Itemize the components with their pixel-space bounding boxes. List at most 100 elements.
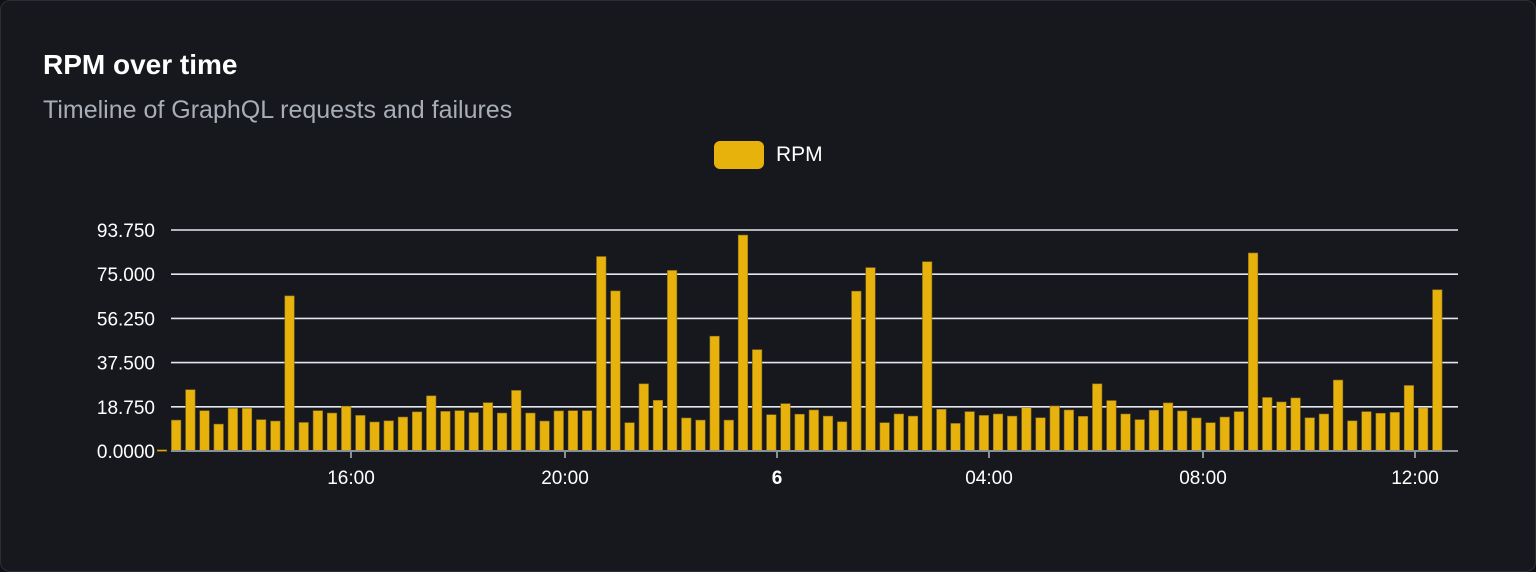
chart-subtitle: Timeline of GraphQL requests and failure… [43, 96, 513, 124]
bar [383, 420, 394, 452]
bar [270, 420, 281, 452]
bar [695, 419, 706, 452]
bar [1219, 416, 1230, 452]
bar [992, 413, 1004, 452]
x-tick-label: 12:00 [1391, 468, 1439, 489]
bar [1361, 411, 1372, 452]
bar [1021, 407, 1032, 452]
bar [1347, 420, 1358, 452]
bar [1049, 405, 1060, 452]
bar [1333, 379, 1344, 452]
bar [1078, 416, 1089, 452]
bar [1304, 417, 1315, 452]
bar [1035, 417, 1046, 452]
bar [241, 408, 253, 452]
bar [681, 417, 692, 452]
bar [723, 419, 734, 452]
bar [596, 256, 607, 452]
bar [482, 402, 493, 452]
bar [1134, 419, 1145, 452]
x-tick-label: 08:00 [1179, 468, 1227, 489]
bar [341, 405, 352, 452]
bar [171, 419, 182, 452]
bar [553, 410, 564, 452]
bar [638, 383, 649, 452]
bar [1063, 409, 1074, 452]
bar [922, 261, 933, 452]
bar [822, 415, 834, 452]
bar [440, 411, 451, 452]
bar [1092, 383, 1103, 452]
bar [397, 416, 408, 452]
bar [185, 389, 196, 452]
bar [1106, 400, 1117, 452]
bar [1403, 385, 1415, 452]
x-tick-label: 16:00 [327, 468, 375, 489]
bar [837, 421, 848, 452]
legend-item-rpm[interactable]: RPM [714, 141, 823, 169]
bar [355, 415, 366, 452]
bar [582, 410, 593, 452]
bar [1418, 407, 1429, 452]
y-tick-label: 56.250 [97, 309, 155, 330]
bar [1191, 417, 1202, 452]
bar [652, 400, 664, 452]
bar [1290, 397, 1301, 452]
bar [298, 422, 309, 452]
y-tick-label: 0.0000 [97, 442, 155, 463]
bar [454, 410, 465, 452]
bar [1205, 422, 1216, 452]
bar [284, 295, 295, 452]
bar [1177, 410, 1188, 452]
bar [752, 349, 763, 452]
bar [412, 411, 423, 452]
bar [766, 414, 777, 452]
bar [780, 403, 791, 452]
bar [1248, 252, 1259, 452]
bar [1163, 402, 1174, 452]
bar [227, 408, 238, 452]
bar [936, 408, 947, 452]
legend-label: RPM [776, 143, 823, 166]
bar [865, 267, 876, 452]
bar [879, 422, 890, 452]
bar [907, 415, 919, 452]
bar [624, 422, 635, 452]
bar [1389, 412, 1400, 452]
y-tick-label: 93.750 [97, 221, 155, 242]
bar [709, 335, 720, 452]
bar [893, 413, 904, 452]
bar [978, 415, 989, 452]
x-tick-label: 20:00 [541, 468, 589, 489]
bar [1233, 411, 1244, 452]
bar [326, 412, 338, 452]
bar [539, 420, 550, 452]
bar [1007, 415, 1018, 452]
bar [312, 410, 323, 452]
y-tick-label: 75.000 [97, 265, 155, 286]
bar [369, 421, 380, 452]
bar [1318, 413, 1329, 452]
bar [667, 270, 678, 452]
bar [1148, 409, 1159, 452]
x-tick-label: 6 [772, 468, 783, 489]
bar [1375, 412, 1386, 452]
bar [567, 410, 578, 452]
bar [1276, 401, 1287, 452]
bar [199, 410, 210, 452]
bar [808, 409, 819, 452]
bar [468, 412, 479, 452]
bar [426, 395, 437, 452]
bar [511, 390, 522, 452]
bar [794, 413, 805, 452]
bar [1432, 289, 1443, 452]
bar [964, 411, 975, 452]
bar [1120, 413, 1131, 452]
bar [950, 423, 961, 452]
bar [737, 234, 749, 452]
bar [1262, 397, 1273, 452]
legend-swatch [714, 141, 764, 169]
chart-title: RPM over time [43, 49, 238, 80]
